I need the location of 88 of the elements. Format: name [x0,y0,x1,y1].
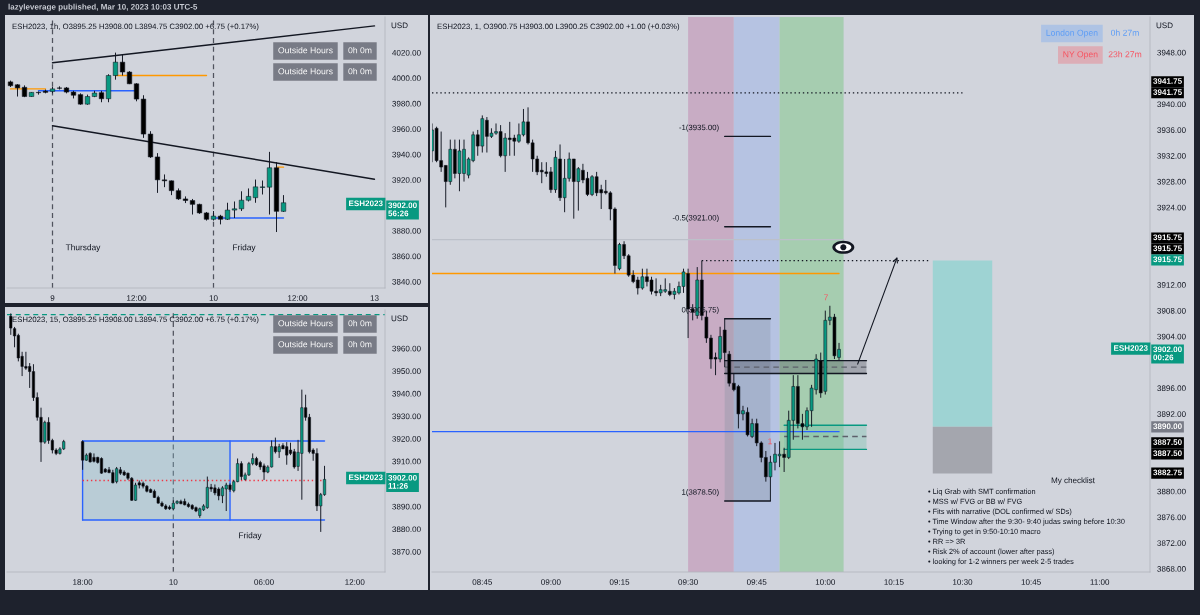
annotation: Outside Hours [278,340,333,348]
y-tick-label: 3908.00 [1157,307,1186,314]
y-axis-title: USD [391,22,408,29]
annotation: Outside Hours [278,46,333,54]
y-tick-label: 3880.00 [1157,488,1186,495]
text: 3887.50 [1153,450,1182,457]
annotation: Friday [233,244,256,252]
annotation: 0h 0m [348,46,372,54]
annotation: My checklist [1051,477,1095,485]
x-tick-label: 11:00 [1090,579,1110,585]
x-tick-label: 12:00 [127,295,147,301]
y-tick-label: 3920.00 [392,177,421,183]
y-tick-label: 3904.00 [1157,333,1186,340]
x-tick-label: 12:00 [288,295,308,301]
text: 3915.75 [1153,245,1182,252]
x-tick-label: 13 [370,295,379,301]
y-tick-label: 3880.00 [392,526,421,533]
annotation: 0h 0m [348,67,372,75]
y-tick-label: 3870.00 [392,548,421,555]
annotation: London Open [1046,29,1098,38]
y-tick-label: 3940.00 [1157,101,1186,108]
annotation: Thursday [65,244,101,252]
y-tick-label: 3890.00 [392,503,421,510]
annotation: 23h 27m [1108,50,1142,58]
y-tick-label: 3872.00 [1157,540,1186,546]
x-tick-label: 9 [50,295,55,301]
x-tick-label: 10:15 [884,579,904,585]
annotation: Outside Hours [278,67,333,75]
y-axis-title: USD [391,315,408,322]
x-tick-label: 06:00 [254,579,274,585]
text: 3902.00 11:26 [388,474,417,489]
text: 3902.00 00:26 [1153,346,1182,361]
y-tick-label: 3892.00 [1157,411,1186,417]
text: 3915.75 [1153,234,1182,241]
y-tick-label: 3932.00 [1157,153,1186,159]
text: 3941.75 [1153,78,1182,84]
y-tick-label: 3960.00 [392,126,421,132]
x-tick-label: 18:00 [73,579,93,585]
y-tick-label: 3924.00 [1157,204,1186,211]
y-tick-label: 3930.00 [392,413,421,420]
y-tick-label: 3912.00 [1157,282,1186,288]
y-tick-label: 3880.00 [392,228,421,234]
y-tick-label: 3896.00 [1157,385,1186,392]
x-tick-label: 09:15 [609,579,630,585]
y-tick-label: 3840.00 [392,278,421,285]
x-tick-label: 09:45 [746,579,767,585]
x-tick-label: 08:45 [472,579,493,585]
text: 3941.75 [1153,89,1182,95]
y-tick-label: 3928.00 [1157,178,1186,185]
y-tick-label: 4000.00 [392,75,421,82]
annotation: 1 [768,438,772,445]
x-tick-label: 10:00 [815,579,836,585]
y-tick-label: 3980.00 [392,100,421,107]
y-tick-label: 3936.00 [1157,127,1186,133]
y-tick-label: 3960.00 [392,345,421,352]
y-tick-label: 3920.00 [392,436,421,442]
x-tick-label: 10:45 [1021,579,1041,585]
x-tick-label: 12:00 [345,579,365,585]
y-tick-label: 3950.00 [392,368,421,374]
annotation: 7 [824,294,828,301]
y-tick-label: 4020.00 [392,49,421,56]
x-tick-label: 09:30 [678,579,698,585]
annotation: 0h 0m [348,340,372,348]
y-tick-label: 3948.00 [1157,49,1186,56]
annotation: ESH2023 [349,200,383,207]
text: 3887.50 [1153,439,1182,445]
y-tick-label: 3868.00 [1157,566,1186,572]
text: 3882.75 [1153,469,1182,476]
text: lazyleverage published, Mar 10, 2023 10:03 UTC-5 [8,3,198,12]
x-tick-label: 09:00 [541,579,561,585]
y-tick-label: 3860.00 [392,253,421,260]
text: 3915.75 [1153,256,1182,263]
annotation: 0h 0m [348,319,372,327]
y-tick-label: 3940.00 [392,151,421,158]
annotation: ESH2023 [1114,345,1148,351]
y-tick-label: 3876.00 [1157,514,1186,521]
text: 3902.00 56:26 [388,202,417,217]
x-tick-label: 10 [209,295,218,301]
annotation: Outside Hours [278,319,333,327]
y-axis-title: USD [1156,22,1173,29]
x-tick-label: 10 [169,579,178,585]
annotation: NY Open [1063,51,1098,60]
annotation: 0h 27m [1110,29,1139,36]
x-tick-label: 10:30 [953,579,973,585]
y-tick-label: 3940.00 [392,390,421,397]
y-tick-label: 3910.00 [392,458,421,465]
annotation: ESH2023 [349,474,383,481]
annotation: Friday [239,532,262,540]
